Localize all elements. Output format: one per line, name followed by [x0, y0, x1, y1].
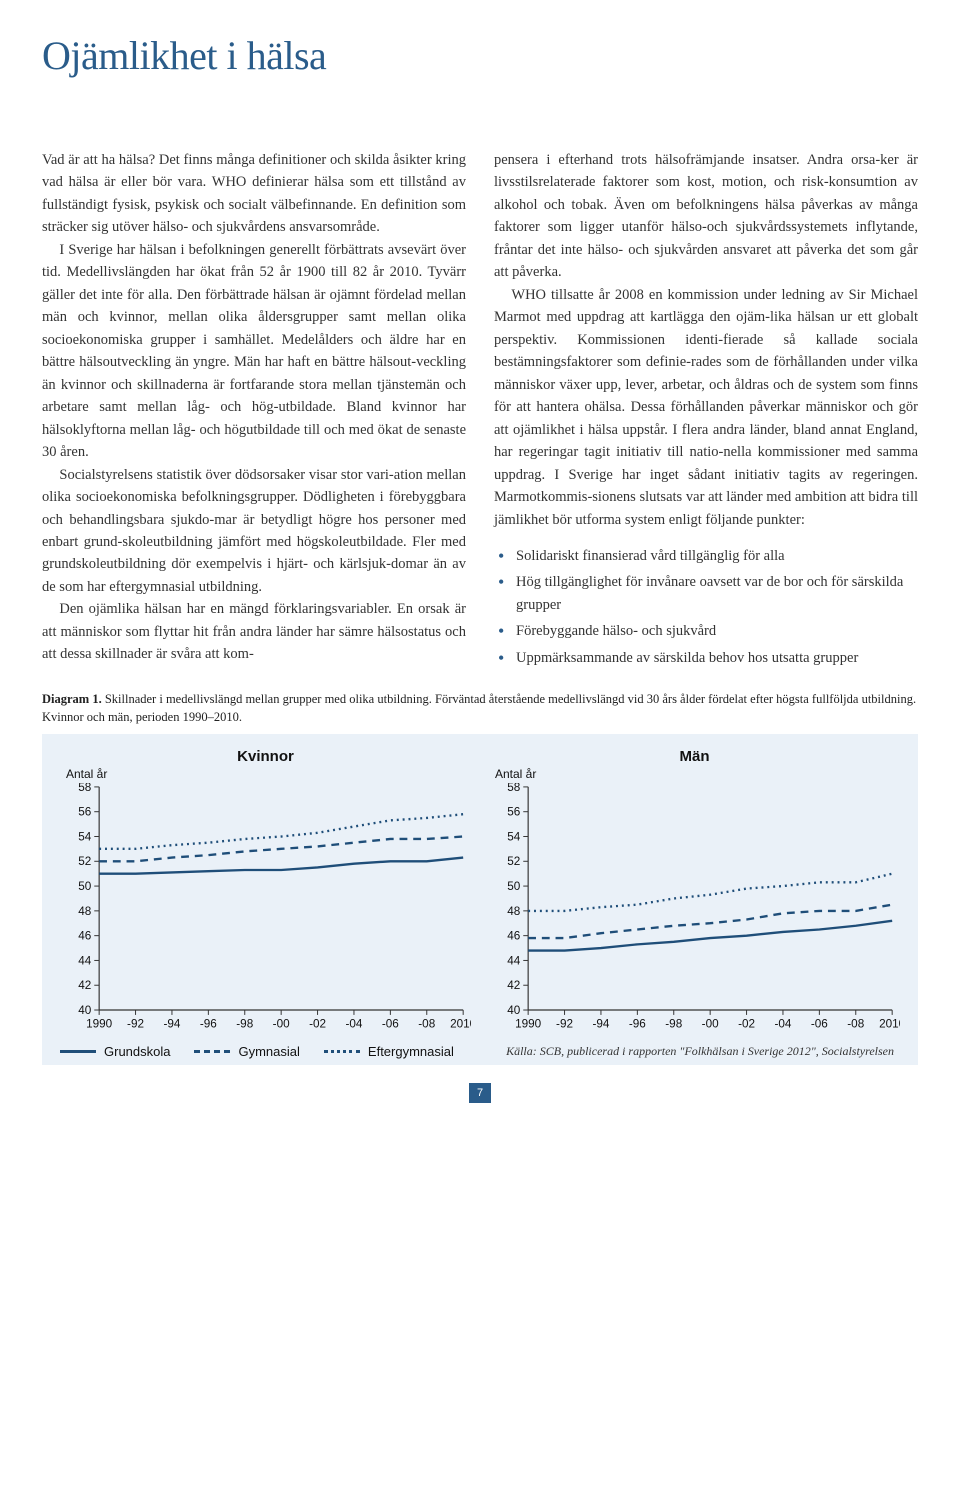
- svg-text:56: 56: [507, 806, 521, 819]
- bullet-item: Förebyggande hälso- och sjukvård: [498, 620, 918, 642]
- paragraph: pensera i efterhand trots hälsofrämjande…: [494, 149, 918, 284]
- diagram-text: Skillnader i medellivslängd mellan grupp…: [42, 692, 916, 724]
- legend-swatch-dashed: [194, 1050, 230, 1053]
- bullet-item: Hög tillgänglighet för invånare oavsett …: [498, 571, 918, 616]
- svg-text:-98: -98: [665, 1018, 682, 1031]
- svg-text:-92: -92: [556, 1018, 573, 1031]
- svg-text:1990: 1990: [515, 1018, 542, 1031]
- svg-text:46: 46: [507, 930, 521, 943]
- svg-text:-04: -04: [774, 1018, 791, 1031]
- bullet-item: Uppmärksammande av särskilda behov hos u…: [498, 647, 918, 669]
- chart-panels: Kvinnor Antal år 40 42 44 46 48 50 52 54 56 58 199…: [60, 748, 900, 1037]
- svg-text:-96: -96: [629, 1018, 646, 1031]
- svg-text:48: 48: [507, 905, 521, 918]
- svg-text:58: 58: [507, 783, 521, 794]
- svg-text:-06: -06: [382, 1018, 399, 1031]
- svg-text:-08: -08: [418, 1018, 435, 1031]
- svg-text:42: 42: [507, 979, 520, 992]
- svg-text:48: 48: [78, 905, 92, 918]
- svg-text:54: 54: [78, 831, 92, 844]
- body-columns: Vad är att ha hälsa? Det finns många def…: [42, 149, 918, 673]
- svg-text:40: 40: [507, 1004, 521, 1017]
- svg-text:-06: -06: [811, 1018, 828, 1031]
- svg-text:-00: -00: [702, 1018, 719, 1031]
- line-chart: 40 42 44 46 48 50 52 54 56 58 1990 -92 -94 -96 -98 -00 -…: [60, 783, 471, 1037]
- svg-text:56: 56: [78, 806, 92, 819]
- legend-label: Gymnasial: [238, 1044, 299, 1059]
- svg-text:-94: -94: [592, 1018, 609, 1031]
- legend-row: Grundskola Gymnasial Eftergymnasial Käll…: [60, 1044, 900, 1059]
- chart-panel-man: Män Antal år 40 42 44 46 48 50 52 54 56 58 1990 -92…: [489, 748, 900, 1037]
- svg-text:40: 40: [78, 1004, 92, 1017]
- svg-text:2010: 2010: [450, 1018, 471, 1031]
- paragraph: Socialstyrelsens statistik över dödsorsa…: [42, 464, 466, 599]
- bullet-list: Solidariskt finansierad vård tillgänglig…: [494, 545, 918, 669]
- chart-panel-kvinnor: Kvinnor Antal år 40 42 44 46 48 50 52 54 56 58 199…: [60, 748, 471, 1037]
- legend-swatch-dotted: [324, 1050, 360, 1053]
- y-axis-label: Antal år: [495, 767, 900, 781]
- paragraph: Den ojämlika hälsan har en mängd förklar…: [42, 598, 466, 665]
- svg-text:2010: 2010: [879, 1018, 900, 1031]
- source-note: Källa: SCB, publicerad i rapporten "Folk…: [478, 1044, 900, 1059]
- svg-text:1990: 1990: [86, 1018, 113, 1031]
- svg-text:-96: -96: [200, 1018, 217, 1031]
- chart-area: Kvinnor Antal år 40 42 44 46 48 50 52 54 56 58 199…: [42, 734, 918, 1064]
- y-axis-label: Antal år: [66, 767, 471, 781]
- svg-text:-02: -02: [738, 1018, 755, 1031]
- legend-label: Grundskola: [104, 1044, 170, 1059]
- legend-item: Grundskola: [60, 1044, 170, 1059]
- legend-label: Eftergymnasial: [368, 1044, 454, 1059]
- bullet-item: Solidariskt finansierad vård tillgänglig…: [498, 545, 918, 567]
- legend-item: Eftergymnasial: [324, 1044, 454, 1059]
- chart-title: Män: [489, 748, 900, 765]
- svg-text:44: 44: [507, 955, 521, 968]
- svg-text:44: 44: [78, 955, 92, 968]
- diagram-label: Diagram 1.: [42, 692, 102, 706]
- paragraph: Vad är att ha hälsa? Det finns många def…: [42, 149, 466, 239]
- svg-text:-04: -04: [345, 1018, 362, 1031]
- paragraph: I Sverige har hälsan i befolkningen gene…: [42, 239, 466, 464]
- column-left: Vad är att ha hälsa? Det finns många def…: [42, 149, 466, 673]
- svg-text:-94: -94: [163, 1018, 180, 1031]
- chart-title: Kvinnor: [60, 748, 471, 765]
- legend-swatch-solid: [60, 1050, 96, 1053]
- svg-text:-92: -92: [127, 1018, 144, 1031]
- column-right: pensera i efterhand trots hälsofrämjande…: [494, 149, 918, 673]
- page-title: Ojämlikhet i hälsa: [42, 32, 918, 79]
- svg-text:54: 54: [507, 831, 521, 844]
- svg-text:58: 58: [78, 783, 92, 794]
- svg-text:50: 50: [507, 880, 521, 893]
- svg-text:-98: -98: [236, 1018, 253, 1031]
- svg-text:42: 42: [78, 979, 91, 992]
- svg-text:46: 46: [78, 930, 92, 943]
- paragraph: WHO tillsatte år 2008 en kommission unde…: [494, 284, 918, 531]
- diagram-caption: Diagram 1. Skillnader i medellivslängd m…: [42, 691, 918, 726]
- page-number: 7: [469, 1083, 491, 1103]
- svg-text:52: 52: [507, 856, 520, 869]
- svg-text:50: 50: [78, 880, 92, 893]
- svg-text:-08: -08: [847, 1018, 864, 1031]
- legend-item: Gymnasial: [194, 1044, 299, 1059]
- svg-text:-02: -02: [309, 1018, 326, 1031]
- line-chart: 40 42 44 46 48 50 52 54 56 58 1990 -92 -94 -96 -98 -00 -…: [489, 783, 900, 1037]
- svg-text:52: 52: [78, 856, 91, 869]
- svg-text:-00: -00: [273, 1018, 290, 1031]
